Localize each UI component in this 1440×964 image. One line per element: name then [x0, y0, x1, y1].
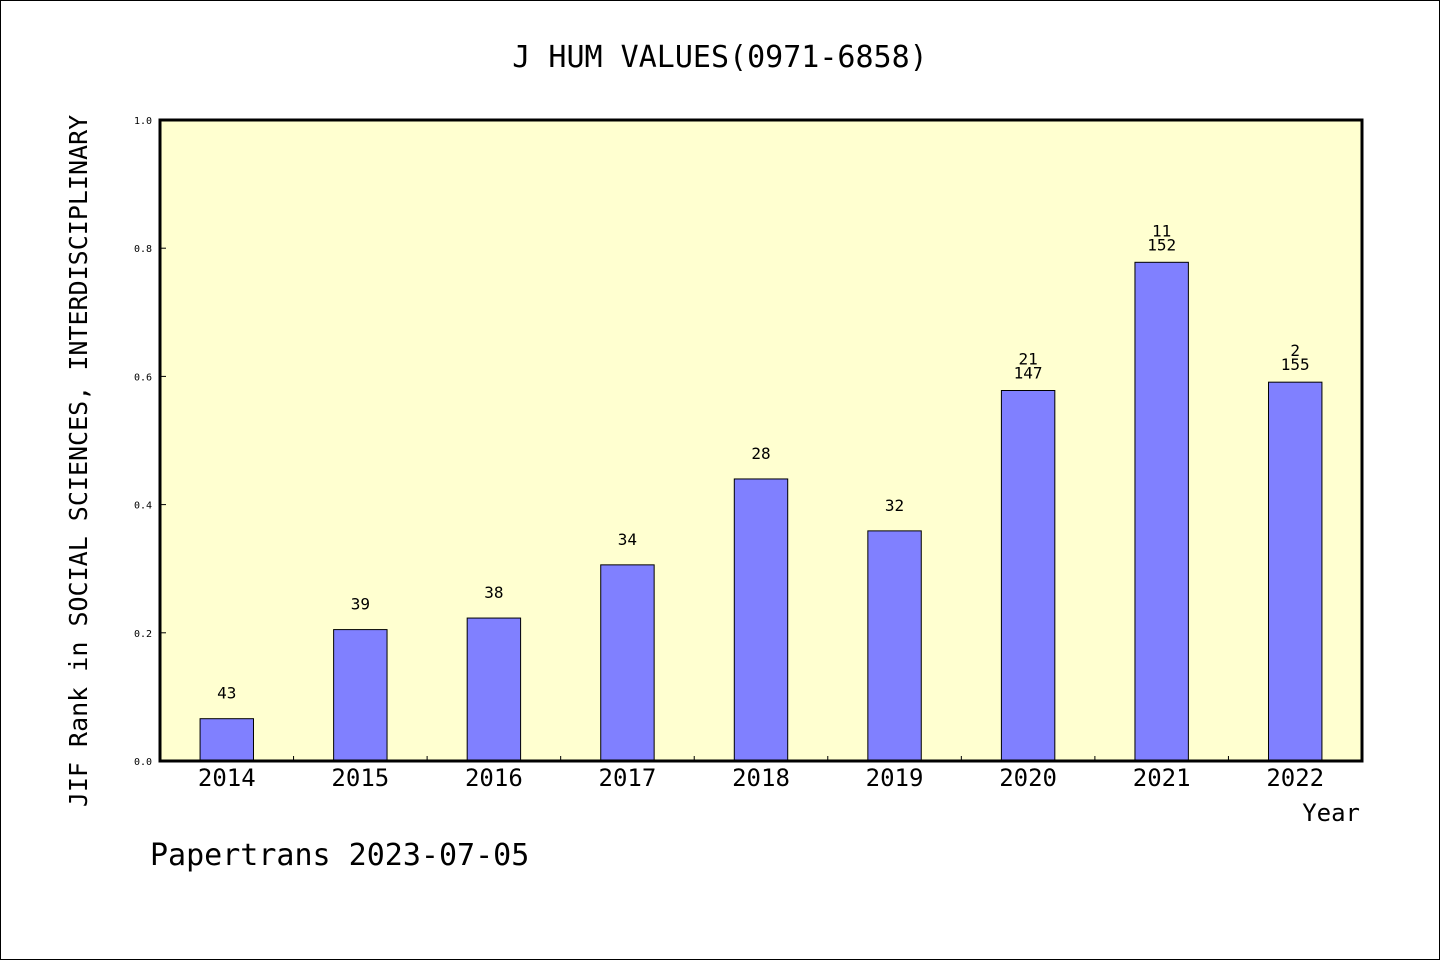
bar-value-label: 32 — [885, 496, 904, 515]
x-tick-label: 2016 — [465, 764, 523, 792]
bar-value-label: 2 — [1290, 341, 1300, 360]
bar-2017 — [600, 564, 655, 762]
bar-value-label: 34 — [618, 530, 637, 549]
bar-2018 — [733, 478, 789, 762]
chart-title: J HUM VALUES(0971-6858) — [512, 40, 927, 75]
bar-2019 — [867, 530, 922, 762]
x-tick-label: 2015 — [331, 764, 389, 792]
bar-value-label: 11 — [1152, 221, 1171, 240]
x-tick-label: 2020 — [999, 764, 1057, 792]
bar-2016 — [466, 617, 522, 762]
y-tick-label: 0.4 — [134, 501, 152, 512]
y-axis-label: JIF Rank in SOCIAL SCIENCES, INTERDISCIP… — [64, 115, 93, 807]
bars-group — [199, 261, 1323, 762]
bar-value-label: 21 — [1018, 350, 1037, 369]
footer-text: Papertrans 2023-07-05 — [150, 838, 529, 873]
plot-border — [158, 118, 1364, 763]
bar-2022 — [1268, 381, 1323, 762]
bar-value-label: 28 — [751, 444, 770, 463]
bar-value-label: 39 — [351, 595, 370, 614]
y-tick-label: 0.6 — [134, 372, 152, 383]
bar-value-label: 147 — [1014, 364, 1043, 383]
bar-value-label: 155 — [1281, 355, 1310, 374]
x-axis-label: Year — [1302, 799, 1360, 827]
x-tick-label: 2019 — [866, 764, 924, 792]
x-tick-label: 2014 — [198, 764, 256, 792]
bar-2020 — [1000, 390, 1056, 762]
x-tick-label: 2018 — [732, 764, 790, 792]
x-tick-label: 2017 — [599, 764, 657, 792]
bar-2021 — [1134, 261, 1189, 762]
x-tick-label: 2022 — [1266, 764, 1324, 792]
y-tick-label: 1.0 — [134, 116, 152, 127]
bar-value-label: 43 — [217, 684, 236, 703]
y-tick-label: 0.2 — [134, 629, 152, 640]
bar-2014 — [199, 718, 254, 762]
x-tick-label: 2021 — [1133, 764, 1191, 792]
y-tick-label: 0.8 — [134, 244, 152, 255]
x-axis-ticks: 2014 2015 2016 2017 2018 2019 2020 2021 2022 — [198, 756, 1324, 792]
bar-value-label: 38 — [484, 583, 503, 602]
bar-value-label: 152 — [1147, 235, 1176, 254]
bar-2015 — [333, 629, 388, 762]
y-tick-label: 0.0 — [134, 757, 152, 768]
